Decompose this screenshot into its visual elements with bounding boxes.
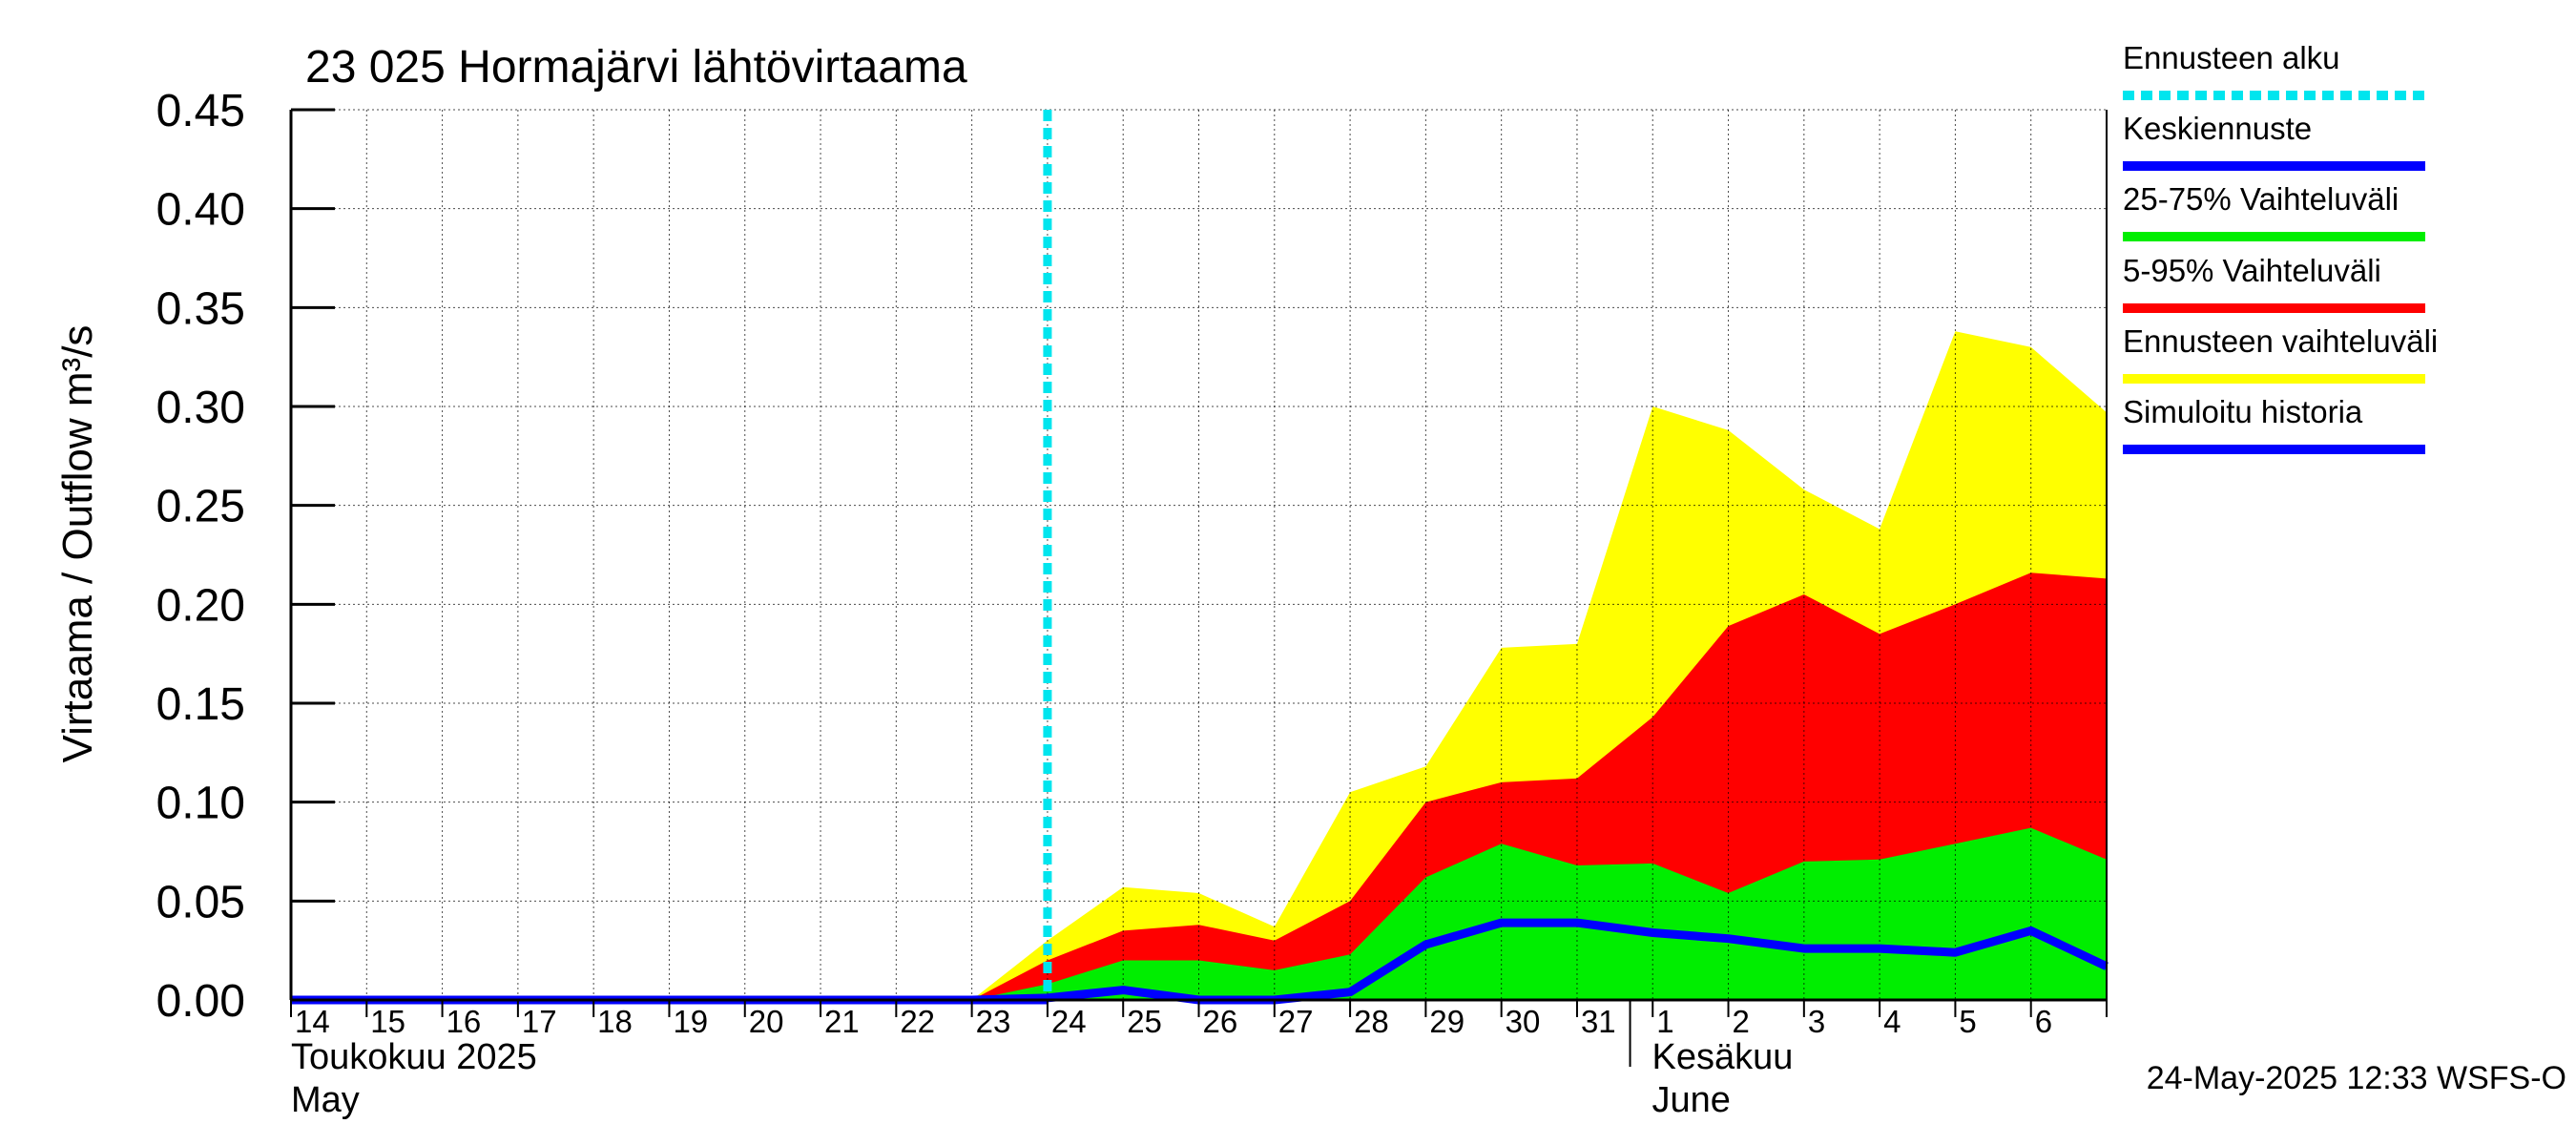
month-label-en: June <box>1652 1080 1731 1120</box>
legend-label: 25-75% Vaihteluväli <box>2123 181 2399 217</box>
x-tick-label: 14 <box>295 1004 330 1039</box>
y-tick-label: 0.45 <box>156 86 245 136</box>
line-keskiennuste <box>971 918 2109 1005</box>
x-tick-label: 29 <box>1429 1004 1465 1039</box>
x-tick-label: 20 <box>749 1004 784 1039</box>
x-tick-label: 24 <box>1051 1004 1087 1039</box>
x-tick-label: 21 <box>824 1004 860 1039</box>
x-tick-label: 1 <box>1656 1004 1673 1039</box>
legend-label: Keskiennuste <box>2123 111 2312 146</box>
x-tick-label: 30 <box>1506 1004 1541 1039</box>
month-label: Toukokuu 2025 <box>291 1037 537 1077</box>
x-tick-label: 6 <box>2035 1004 2052 1039</box>
x-tick-label: 16 <box>447 1004 482 1039</box>
y-tick-label: 0.25 <box>156 482 245 532</box>
x-tick-label: 19 <box>673 1004 708 1039</box>
x-tick-label: 4 <box>1883 1004 1901 1039</box>
y-tick-label: 0.00 <box>156 976 245 1027</box>
band-25-75-vaihteluv-li <box>971 827 2107 1000</box>
y-axis-label: Virtaama / Outflow m³/s <box>54 325 101 763</box>
x-tick-label: 31 <box>1581 1004 1616 1039</box>
month-label-en: May <box>291 1080 360 1120</box>
legend-label: Ennusteen alku <box>2123 40 2340 75</box>
chart-title: 23 025 Hormajärvi lähtövirtaama <box>305 42 967 93</box>
legend-label: 5-95% Vaihteluväli <box>2123 253 2381 288</box>
y-tick-label: 0.10 <box>156 779 245 829</box>
x-tick-label: 22 <box>900 1004 935 1039</box>
x-tick-label: 23 <box>976 1004 1011 1039</box>
x-tick-label: 17 <box>522 1004 557 1039</box>
legend-label: Simuloitu historia <box>2123 394 2363 429</box>
y-tick-label: 0.40 <box>156 185 245 236</box>
y-tick-label: 0.35 <box>156 283 245 334</box>
timestamp: 24-May-2025 12:33 WSFS-O <box>2147 1060 2566 1096</box>
x-tick-label: 28 <box>1354 1004 1389 1039</box>
month-label: Kesäkuu <box>1652 1037 1794 1077</box>
x-tick-label: 3 <box>1808 1004 1825 1039</box>
x-tick-label: 27 <box>1278 1004 1314 1039</box>
y-tick-label: 0.05 <box>156 877 245 927</box>
y-tick-label: 0.20 <box>156 580 245 631</box>
legend-label: Ennusteen vaihteluväli <box>2123 323 2438 359</box>
y-tick-label: 0.15 <box>156 679 245 730</box>
tick-labels: 0.00 0.05 0.10 0.15 0.20 0.25 0.30 0.35 0.40 0.45… <box>156 86 2052 1120</box>
x-tick-label: 26 <box>1203 1004 1238 1039</box>
x-tick-label: 5 <box>1959 1004 1976 1039</box>
chart-grid <box>291 109 2107 1000</box>
x-tick-label: 18 <box>597 1004 633 1039</box>
x-tick-label: 15 <box>370 1004 405 1039</box>
x-tick-label: 25 <box>1127 1004 1162 1039</box>
x-tick-label: 2 <box>1733 1004 1750 1039</box>
y-tick-label: 0.30 <box>156 383 245 433</box>
legend: Ennusteen alku Keskiennuste 25-75% Vaihtel… <box>2123 40 2438 454</box>
chart-axes <box>289 108 2108 1067</box>
forecast-areas <box>971 331 2107 1000</box>
